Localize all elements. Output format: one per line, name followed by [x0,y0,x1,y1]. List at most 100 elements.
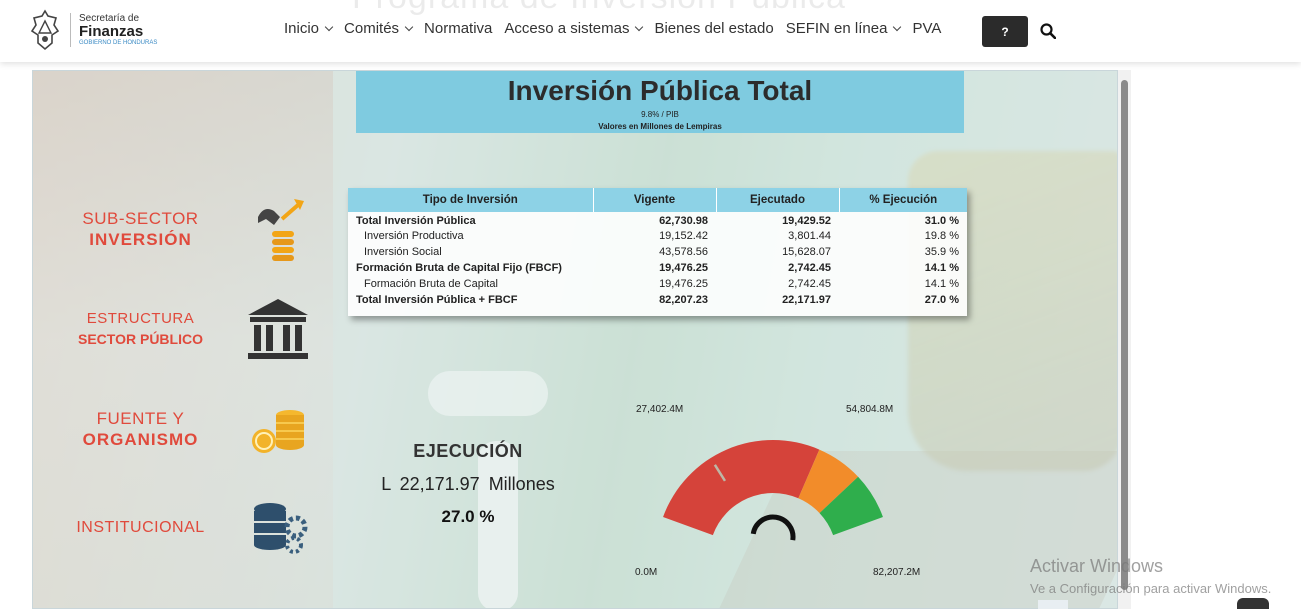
execution-value: L 22,171.97 Millones [381,474,555,494]
menu-label-line-1: INSTITUCIONAL [76,518,205,536]
cell-pct: 35.9 % [924,246,959,258]
logo-text: Secretaría de Finanzas GOBIERNO DE HONDU… [79,13,157,47]
nav-item-label: PVA [912,20,942,37]
menu-label: ESTRUCTURA SECTOR PÚBLICO [33,308,248,350]
nav-item-label: Normativa [424,20,493,37]
windows-activation-hint: Ve a Configuración para activar Windows. [1030,581,1272,596]
cell-ejecutado: 3,801.44 [788,230,831,242]
cell-tipo: Total Inversión Pública [356,215,476,227]
col-ejecutado[interactable]: Ejecutado [716,188,840,212]
gauge-label-max: 82,207.2M [873,567,921,578]
table-row[interactable]: Inversión Social 43,578.56 15,628.07 35.9 % [348,244,967,260]
gauge-label-t2: 54,804.8M [846,404,894,415]
loading-spinner-icon [750,514,796,541]
nav-item-sefin-en-línea[interactable]: SEFIN en línea [786,20,902,37]
scrollbar-thumb[interactable] [1121,80,1128,590]
gauge-label-min: 0.0M [635,567,658,578]
menu-label: FUENTE Y ORGANISMO [33,408,248,450]
cell-vigente: 62,730.98 [659,215,708,227]
menu-sub-sector-inversion[interactable]: SUB-SECTOR INVERSIÓN [33,193,313,265]
table-row[interactable]: Formación Bruta de Capital Fijo (FBCF) 19… [348,260,967,276]
cell-tipo: Total Inversión Pública + FBCF [356,294,518,306]
chevron-down-icon [893,22,902,31]
gauge-band-2[interactable] [819,476,883,536]
col-vigente[interactable]: Vigente [593,188,717,212]
col-ejecucion[interactable]: % Ejecución [839,188,967,212]
menu-label-line-1: FUENTE Y [96,409,185,428]
table-header-row: Tipo de Inversión Vigente Ejecutado % Ej… [348,188,967,212]
table-row[interactable]: Inversión Productiva 19,152.42 3,801.44 19.… [348,228,967,244]
cell-ejecutado: 15,628.07 [782,246,831,258]
menu-label: INSTITUCIONAL [33,517,248,538]
menu-fuente-y-organismo[interactable]: FUENTE Y ORGANISMO [33,393,313,465]
cell-vigente: 19,476.25 [659,278,708,290]
table-body: Total Inversión Pública 62,730.98 19,429.5… [348,212,967,308]
execution-title: EJECUCIÓN [413,441,523,461]
logo-line-2: Finanzas [79,23,144,40]
search-icon[interactable] [1040,23,1056,39]
nav-item-label: Bienes del estado [654,20,774,37]
nav-item-comités[interactable]: Comités [344,20,414,37]
sefin-logo[interactable]: Secretaría de Finanzas GOBIERNO DE HONDU… [28,9,157,51]
menu-label-line-2: ORGANISMO [82,430,199,449]
cell-ejecutado: 22,171.97 [782,294,831,306]
investment-table: Tipo de Inversión Vigente Ejecutado % Ej… [348,188,967,308]
execution-percent: 27.0 % [441,507,495,526]
report-units: Valores en Millones de Lempiras [598,122,722,131]
nav-item-label: Acceso a sistemas [504,20,630,37]
chevron-down-icon [635,22,644,31]
gauge-band-0[interactable] [663,440,820,536]
cell-ejecutado: 19,429.52 [782,215,831,227]
cell-pct: 31.0 % [924,215,959,227]
menu-label-line-2: INVERSIÓN [89,230,192,249]
cell-tipo: Inversión Productiva [364,230,464,242]
help-button[interactable]: ? [982,16,1028,47]
execution-summary: EJECUCIÓN L 22,171.97 Millones 27.0 % [363,441,573,527]
table-row[interactable]: Total Inversión Pública + FBCF 82,207.23 2… [348,292,967,308]
accessibility-widget[interactable] [1038,600,1068,609]
logo-divider [70,13,71,47]
table-row[interactable]: Total Inversión Pública 62,730.98 19,429.5… [348,212,967,228]
cell-ejecutado: 2,742.45 [788,278,831,290]
menu-institucional[interactable]: INSTITUCIONAL [33,491,313,563]
chat-widget-tab[interactable] [1237,598,1269,609]
menu-label: SUB-SECTOR INVERSIÓN [33,208,248,250]
nav-item-acceso-a-sistemas[interactable]: Acceso a sistemas [504,20,644,37]
cell-pct: 19.8 % [924,230,959,242]
col-tipo[interactable]: Tipo de Inversión [348,188,594,212]
gauge-needle [713,464,727,482]
cell-vigente: 82,207.23 [659,294,708,306]
nav-item-label: Inicio [284,20,320,37]
investment-table-card: Tipo de Inversión Vigente Ejecutado % Ej… [348,188,967,316]
gauge-label-t1: 27,402.4M [636,404,684,415]
investment-icon [258,199,304,261]
coins-icon [252,410,304,453]
cell-pct: 27.0 % [924,294,959,306]
cell-tipo: Formación Bruta de Capital [364,278,498,290]
nav-item-bienes-del-estado[interactable]: Bienes del estado [654,20,773,37]
coat-of-arms-icon [30,9,60,51]
main-nav: Inicio Comités Normativa Acceso a sistemas B… [284,20,953,37]
cell-pct: 14.1 % [924,278,959,290]
cell-pct: 14.1 % [924,262,959,274]
bank-icon [248,299,308,359]
database-gear-icon [254,503,308,554]
nav-item-pva[interactable]: PVA [912,20,941,37]
report-header: Inversión Pública Total 9.8% / PIB Valor… [356,71,964,133]
chevron-down-icon [324,22,334,31]
cell-vigente: 19,152.42 [659,230,708,242]
page-scrollbar[interactable] [1118,70,1131,609]
nav-item-inicio[interactable]: Inicio [284,20,334,37]
nav-item-normativa[interactable]: Normativa [424,20,492,37]
execution-gauge[interactable] [623,389,923,589]
menu-estructura-sector-publico[interactable]: ESTRUCTURA SECTOR PÚBLICO [33,293,313,365]
powerbi-report: Inversión Pública Total 9.8% / PIB Valor… [32,70,1118,609]
chevron-down-icon [404,22,414,31]
table-row[interactable]: Formación Bruta de Capital 19,476.25 2,742… [348,276,967,292]
page-title-behind: Programa de Inversión Pública [352,0,846,17]
cell-tipo: Formación Bruta de Capital Fijo (FBCF) [356,262,562,274]
report-subtitle: 9.8% / PIB [641,110,679,119]
gauge-band-1[interactable] [798,449,859,514]
cell-ejecutado: 2,742.45 [788,262,831,274]
menu-label-line-1: SUB-SECTOR [82,209,199,228]
